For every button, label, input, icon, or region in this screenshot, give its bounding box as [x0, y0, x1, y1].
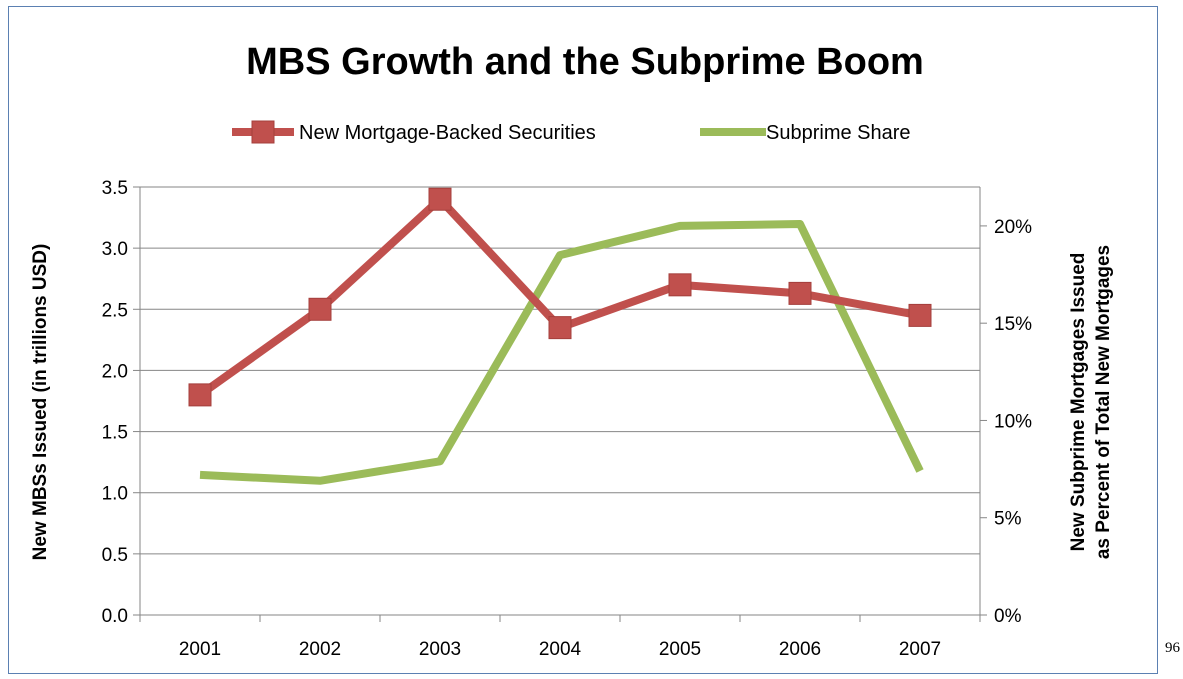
- mbs-point-marker: [428, 187, 452, 211]
- x-tick-label: 2006: [779, 639, 821, 660]
- y-tick-label: 3.5: [102, 178, 128, 199]
- mbs-point-marker: [908, 303, 932, 327]
- chart-title: MBS Growth and the Subprime Boom: [246, 41, 924, 83]
- series-line-subprime-share: [199, 219, 924, 485]
- y2-axis-title-line2: as Percent of Total New Mortgages: [1093, 245, 1114, 559]
- mbs-point-marker: [188, 383, 212, 407]
- y2-tick-label: 0%: [994, 606, 1022, 627]
- legend-mbs-marker-swatch: [251, 120, 275, 144]
- y-tick-label: 1.5: [102, 423, 128, 444]
- y2-tick-label: 5%: [994, 509, 1022, 530]
- plot-area: 0.0 0.5 1.0 1.5 2.0 2.5 3.0 3.5 0% 5% 10% 15% 20% 200…: [102, 178, 1033, 660]
- mbs-point-marker: [308, 297, 332, 321]
- page-number: 96: [1165, 640, 1180, 656]
- x-tick-label: 2002: [299, 639, 341, 660]
- y2-tick-label: 10%: [994, 411, 1032, 432]
- mbs-point-marker: [788, 281, 812, 305]
- x-tick-label: 2004: [539, 639, 582, 660]
- y-tick-label: 2.0: [102, 361, 128, 382]
- y2-tick-label: 15%: [994, 314, 1032, 335]
- legend-item-mbs: New Mortgage-Backed Securities: [232, 120, 596, 144]
- y-tick-label: 2.5: [102, 300, 128, 321]
- y2-tick-label: 20%: [994, 217, 1032, 238]
- x-tick-label: 2001: [179, 639, 221, 660]
- mbs-point-marker: [548, 316, 572, 340]
- legend-subprime-label: Subprime Share: [766, 122, 911, 144]
- x-tick-label: 2007: [899, 639, 941, 660]
- legend-item-subprime: Subprime Share: [700, 122, 911, 144]
- y-tick-label: 0.5: [102, 545, 128, 566]
- mbs-point-marker: [668, 273, 692, 297]
- series-line-mbs: [197, 195, 921, 399]
- legend-mbs-label: New Mortgage-Backed Securities: [299, 122, 596, 144]
- y-tick-label: 3.0: [102, 239, 128, 260]
- chart-frame: [8, 6, 1158, 674]
- x-tick-label: 2003: [419, 639, 461, 660]
- x-tick-label: 2005: [659, 639, 701, 660]
- legend: New Mortgage-Backed Securities Subprime …: [232, 120, 911, 144]
- y-axis-title: New MBSs Issued (in trillions USD): [30, 244, 51, 561]
- y-tick-label: 0.0: [102, 606, 128, 627]
- y-tick-label: 1.0: [102, 484, 128, 505]
- y2-axis-title-line1: New Subprime Mortgages Issued: [1068, 253, 1089, 552]
